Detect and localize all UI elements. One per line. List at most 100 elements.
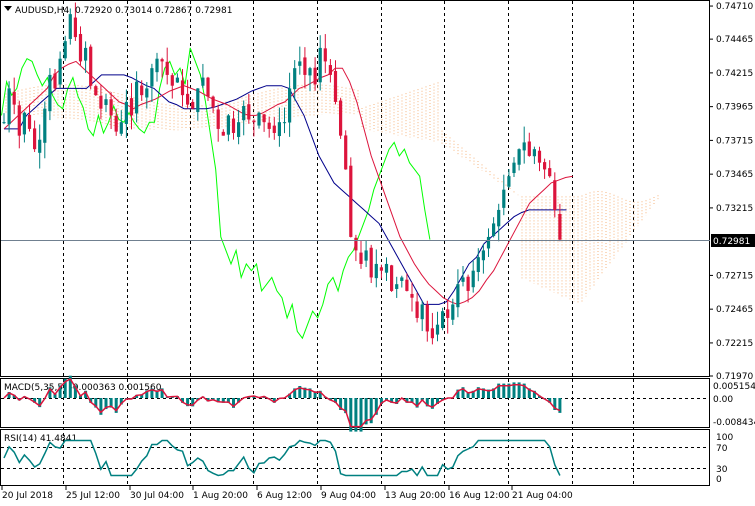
candle-body (165, 61, 169, 75)
macd-bar (522, 383, 526, 398)
candle-body (211, 96, 215, 108)
macd-bar (73, 385, 77, 398)
candle-body (257, 112, 261, 126)
current-price-value: 0.72981 (713, 237, 750, 247)
time-tick-label: 6 Aug 12:00 (257, 491, 312, 501)
candle-body (109, 99, 113, 116)
time-tick-label: 16 Aug 12:00 (449, 491, 510, 501)
candle-body (364, 250, 368, 261)
macd-histogram (7, 375, 562, 432)
macd-bar (425, 398, 429, 407)
vertical-gridlines (63, 1, 634, 486)
macd-bar (135, 394, 139, 398)
macd-bar (109, 398, 113, 408)
macd-bar (7, 392, 11, 398)
macd-bar (232, 398, 235, 408)
candle-body (272, 125, 276, 133)
price-tick-label: 0.73215 (716, 204, 753, 214)
macd-tick-bottom: -0.008434 (713, 418, 755, 428)
candle-body (191, 101, 195, 109)
macd-axis: 0.005154 0.00 -0.008434 (713, 382, 755, 428)
macd-tick-zero: 0.00 (713, 395, 733, 405)
candle-body (129, 98, 134, 116)
price-tick-label: 0.71970 (716, 372, 753, 382)
candle-body (252, 120, 256, 123)
macd-bar (12, 394, 16, 398)
candle-body (537, 150, 542, 163)
macd-bar (140, 394, 144, 398)
macd-bar (318, 390, 322, 398)
candle-body (390, 265, 394, 291)
candle-body (155, 58, 159, 73)
candle-body (492, 223, 496, 237)
candle-body (150, 68, 154, 87)
macd-bar (364, 398, 368, 425)
candle-body (553, 180, 557, 210)
candle-body (196, 88, 200, 113)
time-tick-label: 9 Aug 04:00 (321, 491, 376, 501)
candle-body (99, 95, 103, 109)
candle-body (323, 48, 327, 62)
macd-bar (186, 398, 190, 407)
candle-body (119, 122, 123, 134)
macd-bar (145, 390, 149, 398)
candle-body (288, 88, 292, 123)
candle-body (548, 168, 552, 177)
candle-body (43, 108, 47, 143)
triangle-down-icon[interactable] (4, 6, 12, 11)
macd-bar (471, 390, 475, 398)
macd-signal-line (3, 378, 561, 428)
time-tick-label: 25 Jul 12:00 (66, 491, 120, 501)
price-tick-label: 0.73465 (716, 170, 753, 180)
macd-bar (466, 392, 470, 398)
rsi-tick-100: 100 (716, 433, 733, 443)
candle-body (507, 176, 511, 187)
macd-bar (553, 398, 557, 410)
macd-bar (288, 393, 292, 398)
candle-body (201, 77, 205, 86)
candle-body (497, 209, 501, 227)
candle-body (369, 247, 373, 278)
macd-bar (487, 389, 490, 398)
macd-bar (481, 388, 485, 398)
candle-body (84, 47, 88, 61)
macd-bar (89, 398, 93, 403)
chikou-span-line (1, 47, 431, 340)
macd-bar (221, 398, 225, 403)
macd-bar (298, 386, 302, 398)
candle-body (405, 279, 409, 291)
time-axis: 20 Jul 2018 25 Jul 12:00 30 Jul 04:00 1 Aug… (1, 486, 573, 501)
candle-body (114, 115, 118, 132)
candle-body (293, 68, 297, 90)
candle-body (12, 91, 16, 105)
symbol-label: AUDUSD,H4 (15, 6, 70, 16)
macd-bar (461, 387, 465, 398)
macd-bar (456, 389, 460, 398)
candle-body (308, 68, 312, 76)
candle-body (344, 135, 348, 170)
candle-body (170, 75, 174, 86)
rsi-axis: 100 70 30 0 (716, 433, 733, 485)
macd-bar (63, 378, 67, 398)
candle-body (517, 149, 521, 165)
candle-body (2, 122, 6, 124)
candle-body (318, 47, 322, 83)
candle-body (206, 77, 210, 97)
macd-bar (38, 398, 42, 408)
candle-body (186, 93, 190, 105)
rsi-tick-70: 70 (716, 444, 728, 454)
candle-body (486, 236, 491, 249)
candle-body (160, 59, 164, 62)
macd-bar (160, 388, 164, 398)
rsi-tick-0: 0 (716, 475, 722, 485)
price-tick-label: 0.74215 (716, 69, 753, 79)
candle-body (543, 162, 547, 170)
candle-body (333, 70, 338, 102)
candle-body (435, 324, 440, 335)
macd-bar (94, 398, 98, 408)
candle-body (175, 77, 179, 83)
candle-body (303, 57, 307, 75)
candle-body (221, 131, 225, 136)
candle-body (73, 17, 77, 38)
